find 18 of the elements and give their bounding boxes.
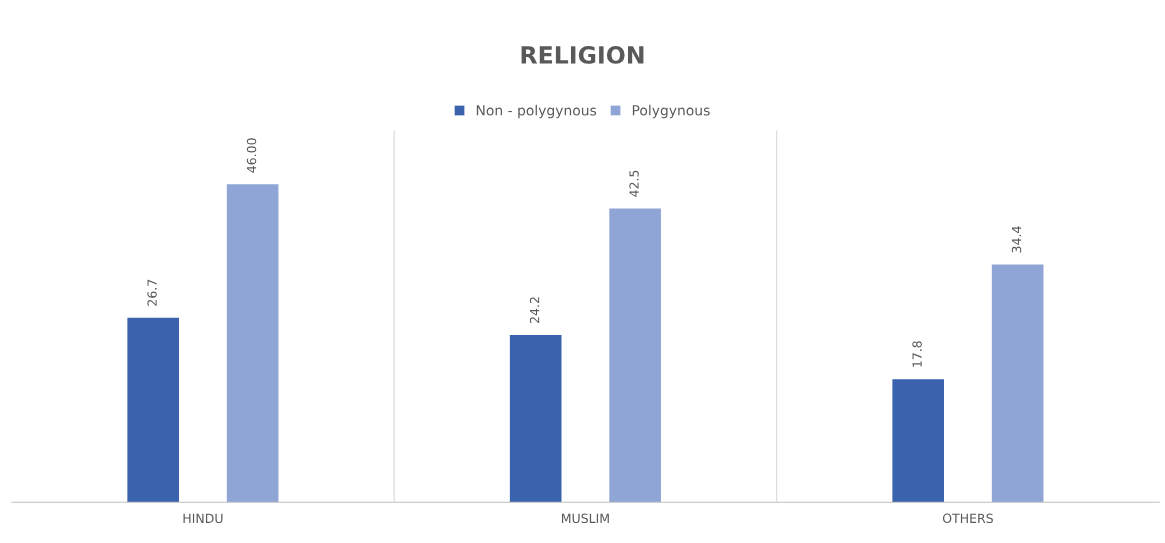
legend-label: Non - polygynous bbox=[476, 104, 597, 119]
bar bbox=[609, 208, 661, 503]
data-label: 24.2 bbox=[529, 297, 540, 323]
x-tick-label: MUSLIM bbox=[561, 513, 609, 524]
data-label: 46.00 bbox=[246, 138, 257, 173]
bar bbox=[991, 264, 1044, 503]
legend-label: Polygynous bbox=[632, 104, 710, 119]
x-tick-label: OTHERS bbox=[942, 513, 993, 524]
data-label: 26.7 bbox=[147, 279, 157, 306]
bar bbox=[226, 184, 279, 503]
bar bbox=[892, 379, 945, 503]
data-label: 34.4 bbox=[1011, 226, 1022, 253]
x-tick-label: HINDU bbox=[183, 513, 223, 524]
chart-title: RELIGION bbox=[521, 46, 644, 64]
bar bbox=[509, 335, 562, 503]
data-label: 17.8 bbox=[912, 341, 922, 367]
data-label: 42.5 bbox=[629, 170, 639, 197]
bar bbox=[127, 317, 179, 503]
